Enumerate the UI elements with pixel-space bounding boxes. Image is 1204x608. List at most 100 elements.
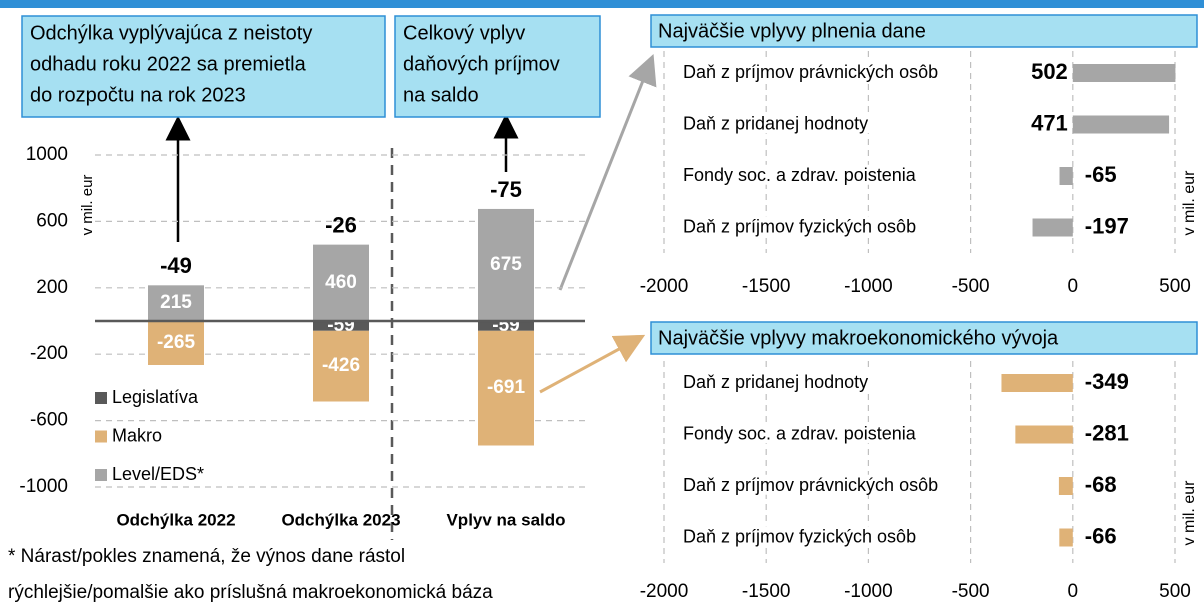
label-bg xyxy=(680,113,872,134)
y-axis-label: v mil. eur xyxy=(79,175,96,236)
bar xyxy=(1001,374,1073,392)
x-tick-label: -500 xyxy=(952,276,990,297)
x-tick-label: -2000 xyxy=(640,276,689,297)
category-label: Daň z príjmov právnických osôb xyxy=(683,475,938,495)
x-tick-label: 0 xyxy=(1068,276,1079,297)
bar-segment xyxy=(478,330,534,446)
y-tick-label: -600 xyxy=(30,410,68,431)
label-bg xyxy=(680,474,942,495)
label-bg xyxy=(1082,161,1119,187)
annotation-text: Odchýlka vyplývajúca z neistoty xyxy=(30,22,312,44)
annotation-text: do rozpočtu na rok 2023 xyxy=(30,84,246,106)
y-tick-label: 200 xyxy=(36,277,68,298)
x-tick-label: 500 xyxy=(1159,581,1191,602)
annotation-text: Celkový vplyv xyxy=(403,22,525,44)
chart-title: Najväčšie vplyvy makroekonomického vývoj… xyxy=(658,327,1059,349)
footnote: * Nárast/pokles znamená, že výnos dane r… xyxy=(8,546,405,567)
title-box xyxy=(650,14,1198,48)
category-label: Daň z príjmov fyzických osôb xyxy=(683,526,916,546)
chart-title: Najväčšie vplyvy plnenia dane xyxy=(658,20,926,42)
bar xyxy=(1032,218,1073,237)
category-label: Fondy soc. a zdrav. poistenia xyxy=(683,165,917,185)
category-label: Daň z príjmov právnických osôb xyxy=(683,62,938,82)
category-label: Daň z príjmov fyzických osôb xyxy=(683,216,916,236)
label-bg xyxy=(1082,213,1131,239)
data-label: 460 xyxy=(325,272,357,293)
data-label: -691 xyxy=(487,377,525,398)
data-label: -281 xyxy=(1085,420,1129,445)
label-bg xyxy=(680,371,872,392)
bar-segment xyxy=(313,330,369,402)
label-bg xyxy=(1082,420,1131,446)
legend-swatch xyxy=(95,430,107,443)
bar xyxy=(1058,477,1073,495)
x-tick-label: 500 xyxy=(1159,276,1191,297)
x-tick-label: -500 xyxy=(952,581,990,602)
legend-label: Legislatíva xyxy=(112,387,199,407)
category-label: Daň z pridanej hodnoty xyxy=(683,113,868,133)
data-label: 675 xyxy=(490,254,522,275)
data-label: 471 xyxy=(1031,110,1068,135)
x-tick-label: 0 xyxy=(1068,581,1079,602)
arrow xyxy=(539,334,646,394)
bar-segment xyxy=(478,321,534,331)
data-label: -265 xyxy=(157,332,195,353)
data-label: -65 xyxy=(1085,162,1117,187)
x-tick-label: -2000 xyxy=(640,581,689,602)
x-tick-label: -1000 xyxy=(844,581,893,602)
arrow xyxy=(558,54,657,291)
bar xyxy=(1072,64,1176,82)
annotation-box xyxy=(394,15,601,118)
y-axis-label: v mil. eur xyxy=(1181,170,1198,236)
label-bg xyxy=(680,216,920,237)
y-tick-label: -1000 xyxy=(19,476,68,497)
legend-swatch xyxy=(95,469,107,481)
bar xyxy=(1072,115,1170,134)
label-bg xyxy=(680,61,942,82)
data-label: -197 xyxy=(1085,213,1129,238)
annotation-text: na saldo xyxy=(403,84,479,106)
x-tick-label: Odchýlka 2023 xyxy=(281,510,400,529)
label-bg xyxy=(1029,58,1070,84)
data-label: -426 xyxy=(322,355,360,376)
label-bg xyxy=(1082,523,1119,549)
total-label: -75 xyxy=(490,177,522,202)
bar-segment xyxy=(478,208,534,321)
label-bg xyxy=(680,526,920,547)
label-bg xyxy=(1029,110,1070,136)
header-strip xyxy=(0,0,1204,8)
annotation-box xyxy=(21,15,386,118)
bar-segment xyxy=(148,285,204,321)
data-label: 215 xyxy=(160,292,192,313)
x-tick-label: -1500 xyxy=(742,276,791,297)
total-label: -49 xyxy=(160,253,192,278)
y-tick-label: 600 xyxy=(36,210,68,231)
footnote: rýchlejšie/pomalšie ako príslušná makroe… xyxy=(8,582,493,603)
data-label: -68 xyxy=(1085,472,1117,497)
legend-label: Makro xyxy=(112,425,162,445)
bar xyxy=(1015,425,1073,444)
y-axis-label: v mil. eur xyxy=(1181,480,1198,546)
data-label: -349 xyxy=(1085,369,1129,394)
y-tick-label: -200 xyxy=(30,343,68,364)
bar xyxy=(1059,528,1073,547)
bar-segment xyxy=(148,321,204,365)
x-tick-label: -1000 xyxy=(844,276,893,297)
data-label: -66 xyxy=(1085,523,1117,548)
x-tick-label: -1500 xyxy=(742,581,791,602)
data-label: 502 xyxy=(1031,59,1068,84)
legend-label: Level/EDS* xyxy=(112,464,204,484)
annotation-text: daňových príjmov xyxy=(403,53,560,75)
x-tick-label: Vplyv na saldo xyxy=(446,510,565,529)
label-bg xyxy=(1082,471,1119,497)
x-tick-label: Odchýlka 2022 xyxy=(116,510,235,529)
y-tick-label: 1000 xyxy=(26,144,68,165)
category-label: Fondy soc. a zdrav. poistenia xyxy=(683,423,917,443)
label-bg xyxy=(680,164,920,185)
bar xyxy=(1059,167,1073,185)
title-box xyxy=(650,321,1198,355)
annotation-text: odhadu roku 2022 sa premietla xyxy=(30,53,307,75)
category-label: Daň z pridanej hodnoty xyxy=(683,372,868,392)
label-bg xyxy=(1082,368,1131,394)
